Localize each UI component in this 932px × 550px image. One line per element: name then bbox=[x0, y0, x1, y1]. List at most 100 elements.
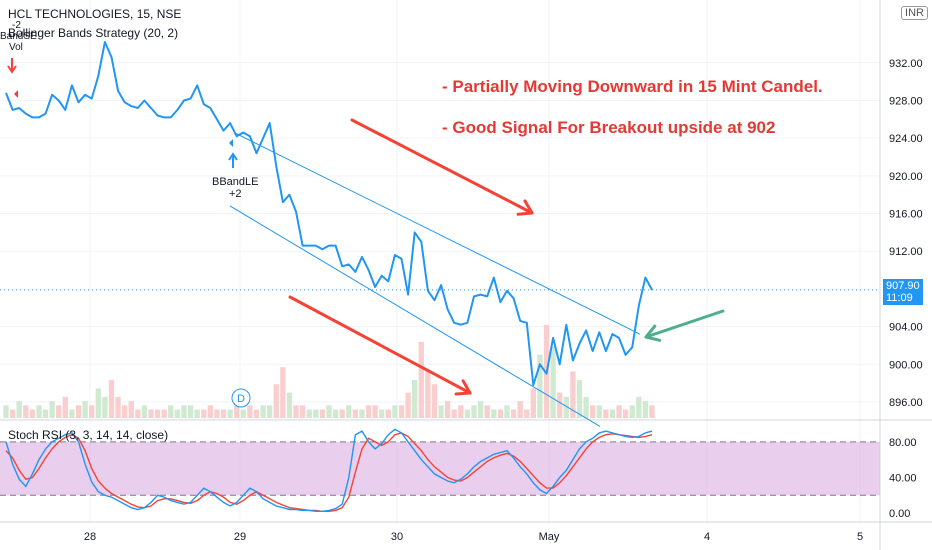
volume-bar bbox=[227, 409, 233, 418]
price-tick-label: 916.00 bbox=[889, 209, 923, 221]
red-arrow-upper bbox=[350, 118, 534, 216]
time-tick-label: 28 bbox=[84, 531, 96, 543]
volume-bar bbox=[187, 405, 194, 418]
volume-bar bbox=[504, 405, 510, 418]
volume-bar bbox=[398, 405, 405, 418]
time-tick-label: 4 bbox=[704, 531, 710, 543]
volume-bar bbox=[365, 405, 372, 418]
volume-bar bbox=[42, 409, 49, 418]
volume-bar bbox=[583, 396, 589, 418]
annotation-line-2: - Good Signal For Breakout upside at 902 bbox=[442, 118, 776, 137]
volume-bar bbox=[563, 396, 569, 418]
volume-bar bbox=[260, 405, 266, 418]
annotation-line-1: - Partially Moving Downward in 15 Mint C… bbox=[442, 77, 823, 96]
volume-bar bbox=[286, 392, 293, 418]
chart-title: HCL TECHNOLOGIES, 15, NSE bbox=[8, 7, 182, 21]
indicator-label[interactable]: Bollinger Bands Strategy (20, 2) bbox=[8, 26, 179, 40]
volume-bar bbox=[352, 409, 359, 418]
volume-bar bbox=[168, 405, 174, 418]
volume-bar bbox=[405, 392, 411, 418]
time-tick-label: 29 bbox=[234, 531, 246, 543]
volume-bar bbox=[3, 405, 9, 418]
volume-bar bbox=[576, 379, 583, 418]
volume-bar bbox=[220, 409, 227, 418]
volume-bar bbox=[95, 388, 101, 418]
volume-bar bbox=[273, 384, 279, 418]
volume-bar bbox=[313, 409, 319, 418]
volume-bar bbox=[603, 409, 609, 418]
volume-bar bbox=[464, 409, 471, 418]
volume-bar bbox=[458, 405, 464, 418]
volume-bar bbox=[372, 405, 378, 418]
stoch-rsi-label[interactable]: Stoch RSI (3, 3, 14, 14, close) bbox=[8, 428, 169, 442]
price-tick-label: 912.00 bbox=[889, 246, 923, 258]
volume-bar bbox=[379, 409, 385, 418]
stoch-d-line bbox=[5, 432, 653, 512]
volume-bar bbox=[234, 405, 240, 418]
arrow-shaft bbox=[350, 118, 534, 215]
volume-bar bbox=[214, 409, 220, 418]
red-arrow-lower bbox=[288, 295, 472, 396]
volume-bar bbox=[471, 405, 477, 418]
volume-bar bbox=[590, 405, 596, 418]
volume-bar bbox=[128, 401, 134, 418]
volume-bar bbox=[339, 409, 345, 418]
volume-bar bbox=[121, 405, 128, 418]
volume-bar bbox=[438, 405, 444, 418]
event-marker-icon bbox=[231, 388, 251, 408]
time-tick-label: 30 bbox=[391, 531, 403, 543]
stoch-k-line bbox=[5, 428, 653, 512]
volume-bar bbox=[431, 384, 438, 418]
stoch-tick-label: 80.00 bbox=[889, 437, 917, 449]
exit-signal-label: -2 BandSE Vol bbox=[0, 20, 37, 53]
volume-bar bbox=[240, 409, 246, 418]
last-price-value: 907.90 bbox=[886, 280, 920, 292]
exit-arrow-icon bbox=[7, 58, 17, 74]
entry-signal-label: BBandLE +2 bbox=[212, 176, 258, 200]
arrow-head bbox=[644, 324, 662, 342]
time-tick-label: 5 bbox=[857, 531, 863, 543]
price-tick-label: 904.00 bbox=[889, 322, 923, 334]
volume-bar bbox=[596, 405, 602, 418]
volume-bar bbox=[9, 409, 16, 418]
volume-bar bbox=[484, 405, 490, 418]
volume-bar bbox=[56, 405, 62, 418]
volume-bar bbox=[359, 409, 365, 418]
volume-bar bbox=[181, 405, 187, 418]
price-tick-label: 928.00 bbox=[889, 95, 923, 107]
price-tick-label: 932.00 bbox=[889, 58, 923, 70]
volume-bar bbox=[570, 371, 576, 418]
volume-bar bbox=[69, 409, 75, 418]
volume-bar bbox=[247, 405, 253, 418]
volume-bar bbox=[29, 409, 36, 418]
volume-bar bbox=[622, 409, 629, 418]
currency-label[interactable]: INR bbox=[901, 6, 928, 20]
volume-bar bbox=[319, 409, 326, 418]
volume-bar bbox=[418, 341, 424, 418]
volume-bar bbox=[253, 409, 260, 418]
price-tick-label: 920.00 bbox=[889, 171, 923, 183]
volume-bar bbox=[616, 405, 622, 418]
volume-bar bbox=[82, 401, 88, 418]
price-tick-label: 900.00 bbox=[889, 359, 923, 371]
time-tick-label: May bbox=[539, 531, 560, 543]
volume-bar bbox=[207, 405, 214, 418]
price-tick-label: 924.00 bbox=[889, 133, 923, 145]
volume-bar bbox=[326, 405, 332, 418]
volume-bar bbox=[537, 354, 543, 418]
volume-bar bbox=[154, 409, 161, 418]
exit-signal-name: BandSE bbox=[0, 31, 37, 42]
volume-bar bbox=[642, 401, 649, 418]
volume-bar bbox=[444, 401, 451, 418]
volume-bar bbox=[267, 405, 273, 418]
volume-bar bbox=[629, 405, 635, 418]
volume-bar bbox=[649, 405, 655, 418]
exit-signal-qty: -2 bbox=[12, 20, 21, 31]
arrow-shaft bbox=[644, 309, 725, 339]
volume-bar bbox=[332, 409, 339, 418]
volume-bar bbox=[557, 392, 563, 418]
volume-bar bbox=[346, 405, 352, 418]
volume-bar bbox=[161, 409, 167, 418]
volume-bar bbox=[148, 409, 154, 418]
